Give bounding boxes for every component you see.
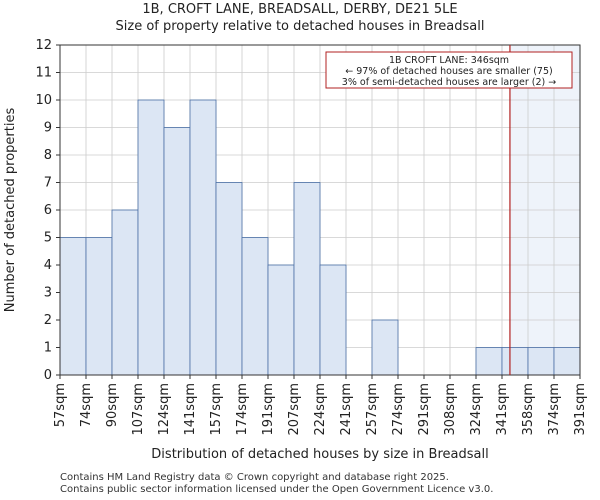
annotation-box [325,51,573,89]
x-tick-label: 257sqm [365,383,380,436]
y-tick-label: 9 [44,121,52,136]
annotation-line: 1B CROFT LANE: 346sqm [389,55,509,66]
x-tick-label: 358sqm [521,383,536,436]
x-tick-label: 224sqm [313,383,328,436]
y-tick-label: 4 [44,258,52,273]
x-tick-label: 90sqm [105,383,120,427]
histogram-bar [293,182,321,376]
histogram-bar [553,347,581,376]
y-tick-label: 0 [44,368,52,383]
x-tick-label: 291sqm [417,383,432,436]
y-tick-label: 12 [35,38,52,53]
histogram-bar [319,264,347,376]
histogram-bar [371,319,399,376]
y-tick-label: 11 [35,66,52,81]
x-tick-label: 191sqm [261,383,276,436]
histogram-bar [111,209,139,376]
x-tick-label: 141sqm [183,383,198,436]
x-tick-label: 107sqm [131,383,146,436]
annotation-line: ← 97% of detached houses are smaller (75… [345,66,552,77]
x-tick-label: 157sqm [209,383,224,436]
x-tick-label: 308sqm [443,383,458,436]
x-tick-label: 174sqm [235,383,250,436]
y-axis-label: Number of detached properties [3,108,18,313]
histogram-bar [59,237,87,376]
y-tick-label: 8 [44,148,52,163]
x-tick-label: 324sqm [469,383,484,436]
histogram-bar [527,347,555,376]
x-tick-label: 74sqm [79,383,94,427]
histogram-bar [241,237,269,376]
histogram-bar [475,347,503,376]
chart-subtitle: Size of property relative to detached ho… [115,19,485,34]
y-tick-label: 6 [44,203,52,218]
footer-licence: Contains public sector information licen… [60,484,494,495]
histogram-bar [137,99,165,376]
x-tick-label: 207sqm [287,383,302,436]
y-tick-label: 2 [44,313,52,328]
histogram-bar [267,264,295,376]
histogram-bar [85,237,113,376]
x-tick-label: 274sqm [391,383,406,436]
x-tick-label: 374sqm [547,383,562,436]
y-tick-label: 1 [44,341,52,356]
footer-copyright: Contains HM Land Registry data © Crown c… [60,472,449,483]
x-axis-label: Distribution of detached houses by size … [151,447,488,462]
x-tick-label: 391sqm [573,383,588,436]
histogram-bar [163,127,191,376]
x-tick-label: 241sqm [339,383,354,436]
chart-title: 1B, CROFT LANE, BREADSALL, DERBY, DE21 5… [142,2,458,17]
histogram-bar [501,347,529,376]
x-tick-label: 57sqm [53,383,68,427]
histogram-bar [215,182,243,376]
y-tick-label: 5 [44,231,52,246]
histogram-bar [189,99,217,376]
y-tick-label: 3 [44,286,52,301]
y-tick-label: 7 [44,176,52,191]
annotation-line: 3% of semi-detached houses are larger (2… [342,77,556,88]
y-tick-label: 10 [35,93,52,108]
x-tick-label: 124sqm [157,383,172,436]
x-tick-label: 341sqm [495,383,510,436]
